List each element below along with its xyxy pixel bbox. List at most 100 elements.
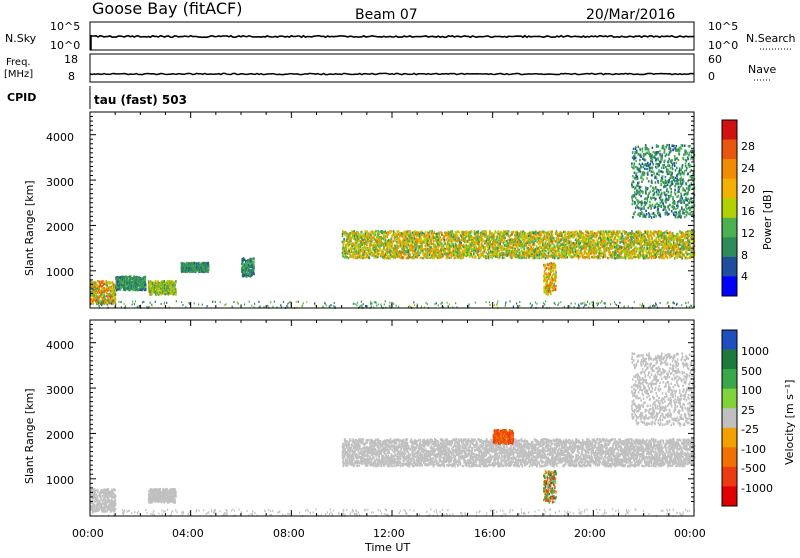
power-cell: [343, 243, 345, 245]
nsky-tick-low: 10^0: [50, 39, 80, 52]
power-cell: [482, 235, 484, 237]
power-cell: [175, 288, 177, 290]
beam-title: Beam 07: [355, 7, 418, 23]
power-cell: [366, 233, 368, 235]
power-cell: [367, 248, 369, 250]
power-cell: [510, 254, 512, 256]
power-cell: [565, 231, 567, 233]
power-cell: [486, 232, 488, 234]
power-cell: [390, 250, 392, 252]
power-cell: [423, 251, 425, 253]
power-cell: [375, 230, 377, 232]
power-cell: [102, 294, 104, 296]
power-cell: [504, 256, 506, 258]
power-cell: [550, 244, 552, 246]
power-cell: [413, 241, 415, 243]
power-cell: [352, 247, 354, 249]
power-cell: [484, 246, 486, 248]
power-cell: [432, 257, 434, 259]
nsearch-tick-low: 10^0: [708, 39, 738, 52]
power-cell: [403, 249, 405, 251]
power-cell: [552, 234, 554, 236]
nsky-tick-high: 10^5: [50, 20, 80, 33]
power-cell: [488, 251, 490, 253]
power-cell: [502, 257, 504, 259]
power-cell: [555, 246, 557, 248]
power-cell: [439, 233, 441, 235]
power-cell: [348, 243, 350, 245]
power-cell: [486, 256, 488, 258]
power-cell: [589, 234, 591, 236]
power-cell: [104, 296, 106, 298]
power-cell: [410, 256, 412, 258]
power-cell: [452, 230, 454, 232]
power-cell: [560, 248, 562, 250]
power-cell: [156, 292, 158, 294]
power-cell: [522, 242, 524, 244]
power-cell: [478, 230, 480, 232]
power-cell: [398, 233, 400, 235]
power-cell: [566, 236, 568, 238]
nsky-panel: N.Sky 10^5 10^0 10^5 10^0 N.Search: [5, 20, 796, 52]
nave-label: Nave: [748, 63, 776, 76]
power-cell: [441, 234, 443, 236]
power-cell: [366, 241, 368, 243]
power-cell: [539, 242, 541, 244]
power-cell: [518, 249, 520, 251]
power-cell: [431, 243, 433, 245]
power-cell: [481, 247, 483, 249]
power-cell: [389, 257, 391, 259]
power-cell: [384, 249, 386, 251]
power-cell: [556, 231, 558, 233]
power-cell: [99, 281, 101, 283]
power-cell: [591, 241, 593, 243]
power-cell: [207, 271, 209, 273]
power-cell: [429, 236, 431, 238]
power-cell: [369, 257, 371, 259]
power-cell: [348, 257, 350, 259]
power-cell: [447, 243, 449, 245]
power-cell: [174, 284, 176, 286]
power-cell: [497, 241, 499, 243]
power-cell: [592, 230, 594, 232]
power-cell: [444, 238, 446, 240]
power-cell: [471, 231, 473, 233]
power-cell: [479, 243, 481, 245]
power-cell: [391, 230, 393, 232]
power-cell: [360, 246, 362, 248]
power-cell: [356, 250, 358, 252]
power-cell: [520, 231, 522, 233]
power-cell: [518, 257, 520, 259]
power-cell: [512, 231, 514, 233]
power-cell: [427, 256, 429, 258]
power-cell: [460, 244, 462, 246]
cpid-panel: CPID tau (fast) 503: [7, 86, 187, 109]
power-cell: [556, 238, 558, 240]
power-cell: [544, 234, 546, 236]
power-cell: [548, 231, 550, 233]
power-cell: [561, 238, 563, 240]
power-cell: [439, 244, 441, 246]
freq-panel: Freq. [MHz] 18 8 60 0 Nave: [4, 53, 776, 83]
power-cell: [463, 253, 465, 255]
power-cell: [569, 241, 571, 243]
power-cell: [565, 234, 567, 236]
power-cell: [528, 235, 530, 237]
power-cell: [467, 245, 469, 247]
power-cell: [450, 235, 452, 237]
power-cell: [478, 233, 480, 235]
power-cell: [424, 233, 426, 235]
power-cell: [450, 256, 452, 258]
power-cell: [412, 232, 414, 234]
power-cell: [596, 249, 598, 251]
power-cell: [413, 254, 415, 256]
power-cell: [392, 244, 394, 246]
power-cell: [553, 237, 555, 239]
power-cell: [253, 273, 255, 275]
nsky-series: [90, 36, 694, 38]
power-cell: [508, 230, 510, 232]
power-cell: [361, 231, 363, 233]
power-cell: [536, 245, 538, 247]
power-cell: [364, 252, 366, 254]
power-cell: [498, 250, 500, 252]
